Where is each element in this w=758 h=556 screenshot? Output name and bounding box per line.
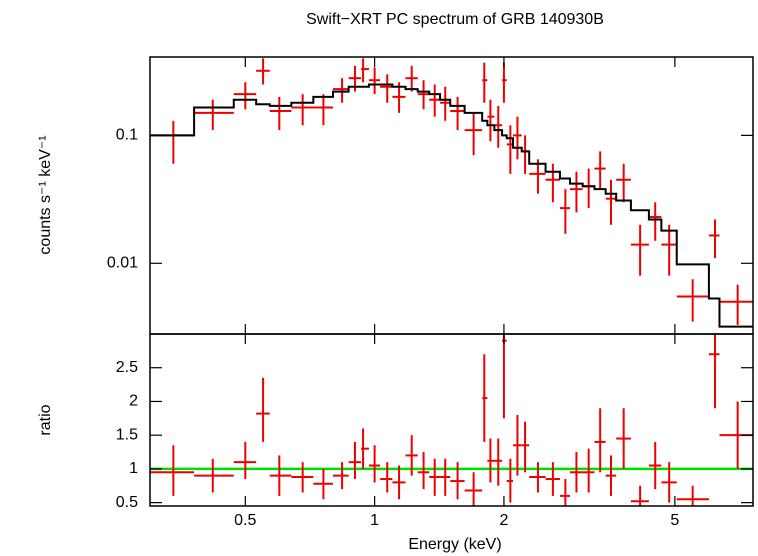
y-tick-label: 0.5 [116, 494, 138, 511]
plot-area [150, 58, 753, 328]
x-tick-label: 5 [670, 512, 679, 529]
frame [149, 333, 754, 507]
x-tick-label: 2 [499, 512, 508, 529]
x-tick-label: 1 [370, 512, 379, 529]
y-tick-label: 2.5 [116, 359, 138, 376]
frame [149, 56, 754, 335]
y-axis-label: counts s⁻¹ keV⁻¹ [37, 135, 54, 254]
model-step [150, 83, 753, 328]
y-tick-label: 2 [129, 393, 138, 410]
y-tick-label: 1 [129, 460, 138, 477]
y-axis-label: ratio [37, 404, 54, 435]
plot-area [150, 334, 753, 506]
y-tick-label: 0.01 [107, 255, 138, 272]
y-tick-label: 1.5 [116, 426, 138, 443]
x-axis-label: Energy (keV) [408, 536, 501, 553]
chart-title: Swift−XRT PC spectrum of GRB 140930B [306, 11, 604, 28]
x-tick-label: 0.5 [234, 512, 256, 529]
y-tick-label: 0.1 [116, 127, 138, 144]
